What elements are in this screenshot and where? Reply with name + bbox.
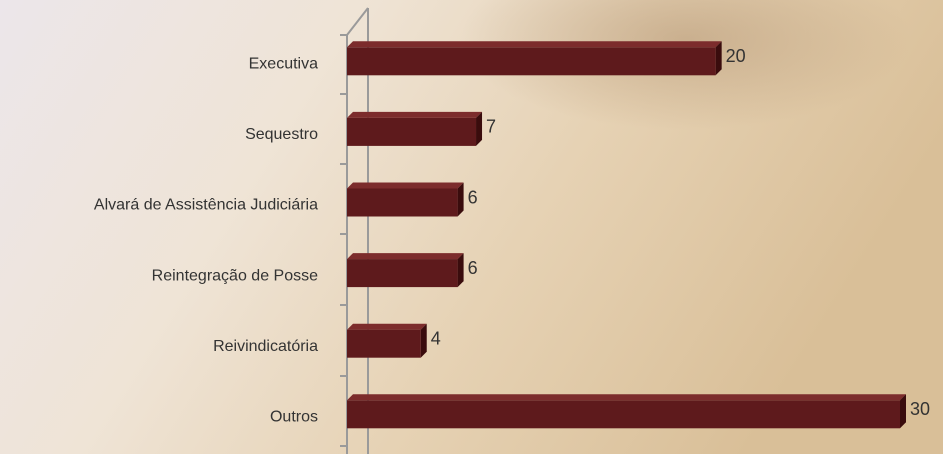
- bar: [347, 259, 458, 288]
- bar: [347, 400, 900, 429]
- bar-top: [347, 111, 483, 118]
- bar-top: [347, 41, 722, 48]
- bar-side: [457, 182, 464, 217]
- bar: [347, 329, 421, 358]
- bar-side: [457, 253, 464, 288]
- data-label: 6: [468, 187, 478, 207]
- axis-wall: [340, 7, 369, 454]
- bar-side: [900, 394, 906, 429]
- category-label: Alvará de Assistência Judiciária: [94, 197, 318, 214]
- data-label: 7: [486, 117, 496, 137]
- data-label: 6: [468, 258, 478, 278]
- data-label: 30: [910, 399, 930, 419]
- category-label: Reintegração de Posse: [152, 267, 318, 284]
- bar: [347, 188, 458, 217]
- bar-side: [476, 111, 483, 146]
- bar-top: [347, 394, 906, 401]
- bar-side: [715, 41, 722, 76]
- category-label: Sequestro: [245, 126, 318, 143]
- bar-top: [347, 323, 427, 330]
- bar-top: [347, 253, 464, 260]
- category-label: Outros: [270, 409, 318, 426]
- bar-top: [347, 182, 464, 189]
- category-label: Reivindicatória: [213, 338, 318, 355]
- data-label: 20: [726, 46, 746, 66]
- bar-side: [420, 323, 427, 358]
- bar: [347, 117, 477, 146]
- bar: [347, 47, 716, 76]
- data-label: 4: [431, 328, 441, 348]
- category-label: Executiva: [249, 56, 318, 73]
